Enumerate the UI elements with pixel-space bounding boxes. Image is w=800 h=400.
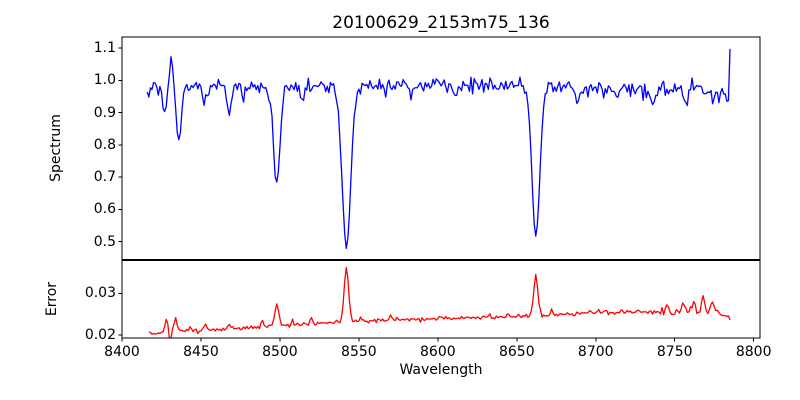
x-tick-label: 8700 [577, 344, 614, 360]
x-tick-label: 8650 [498, 344, 535, 360]
x-axis-label: Wavelength [399, 362, 483, 378]
spectrum-y-tick-label: 1.0 [93, 72, 116, 89]
spectrum-y-tick-label: 0.9 [93, 104, 116, 121]
x-tick-label: 8450 [183, 344, 219, 360]
x-tick-label: 8800 [735, 344, 772, 360]
error-axes-frame [121, 260, 761, 339]
spectrum-y-tick-label: 0.6 [93, 201, 116, 218]
error-line [148, 266, 731, 338]
x-tick-label: 8550 [341, 344, 377, 360]
error-y-tick-label: 0.03 [84, 285, 116, 302]
spectrum-y-axis-label: Spectrum [48, 114, 64, 182]
error-y-axis-label: Error [44, 281, 60, 317]
chart-title: 20100629_2153m75_136 [332, 13, 550, 33]
x-tick-label: 8600 [420, 344, 456, 360]
spectrum-y-tick-label: 0.8 [93, 136, 116, 153]
x-tick-label: 8400 [104, 344, 140, 360]
spectrum-line [146, 48, 731, 250]
spectrum-axes-frame [121, 36, 761, 260]
spectrum-y-tick-label: 0.7 [93, 169, 116, 186]
x-tick-label: 8500 [262, 344, 298, 360]
error-y-tick-label: 0.02 [84, 327, 116, 344]
x-tick-label: 8750 [656, 344, 693, 360]
spectrum-y-tick-label: 1.1 [93, 39, 116, 56]
spectrum-y-tick-label: 0.5 [93, 233, 116, 250]
